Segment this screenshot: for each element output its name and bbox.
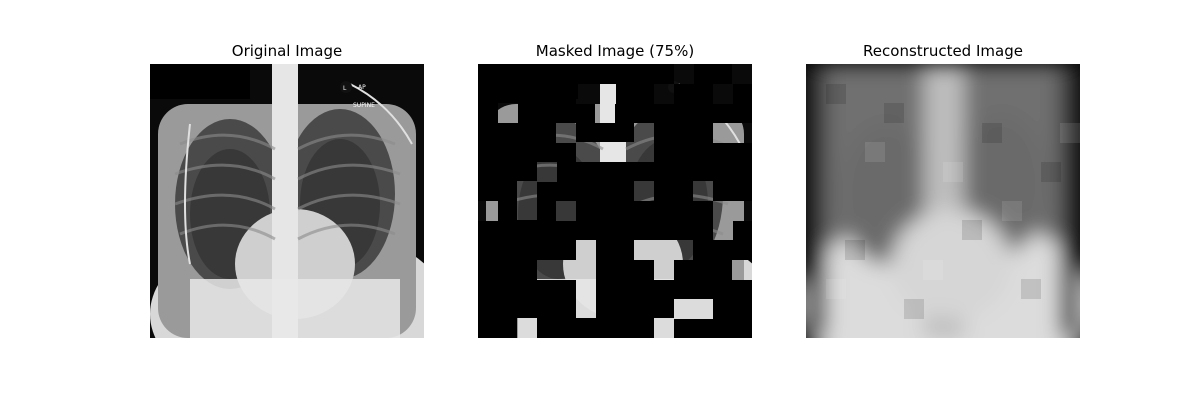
original-title: Original Image (231, 42, 343, 60)
reconstructed-panel: Reconstructed Image (806, 40, 1080, 338)
xray-view-label: AP (358, 84, 366, 91)
reconstructed-title: Reconstructed Image (863, 42, 1023, 60)
xray-position-label: SUPINE (353, 102, 375, 109)
masked-image (478, 64, 752, 338)
masked-title: Masked Image (75%) (535, 42, 695, 60)
masked-panel: Masked Image (75%) (478, 40, 752, 338)
original-panel: Original Image L AP SUPINE (150, 40, 424, 338)
reconstructed-image (806, 64, 1080, 338)
original-image: L AP SUPINE (150, 64, 424, 338)
xray-marker-label: L (343, 85, 347, 92)
